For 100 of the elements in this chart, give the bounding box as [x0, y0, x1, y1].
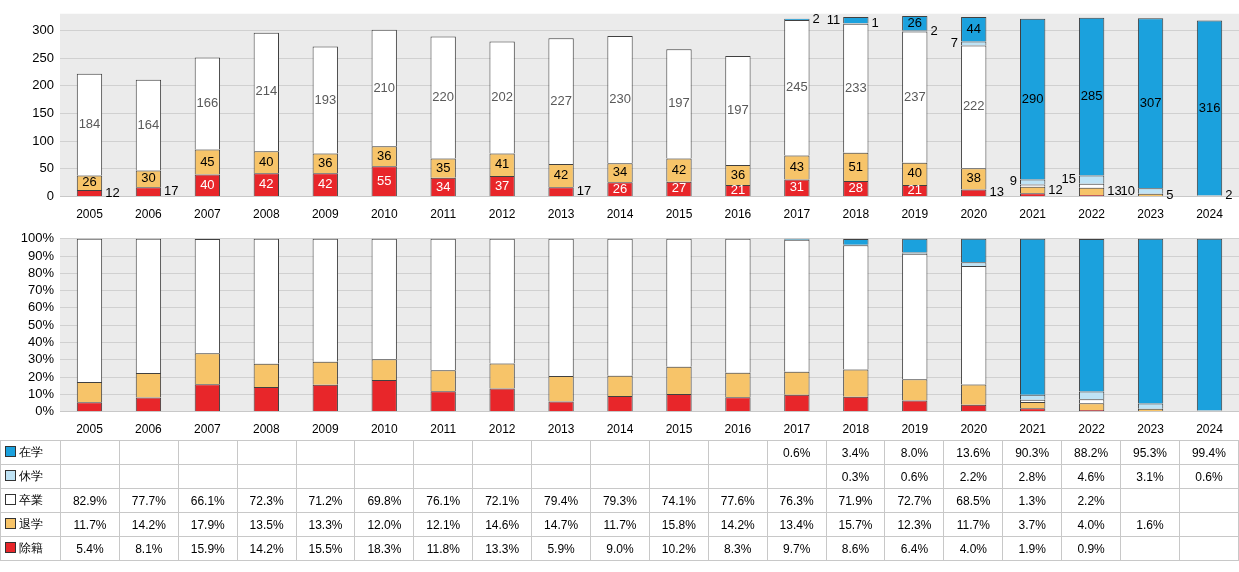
- data-label: 233: [844, 79, 867, 95]
- y-tick-label: 100: [32, 132, 54, 148]
- data-label: 12: [1048, 181, 1063, 197]
- y-tick-label: 30%: [27, 351, 55, 367]
- data-label: 3.1%: [1120, 464, 1180, 489]
- data-label: 42: [318, 176, 333, 192]
- x-tick-label: 2022: [1078, 207, 1106, 222]
- data-label: 35: [435, 159, 451, 175]
- data-label: 71.9%: [826, 488, 885, 513]
- data-label: 37: [494, 177, 510, 193]
- y-tick-label: 50%: [27, 316, 55, 332]
- data-label: 95.3%: [1120, 440, 1180, 465]
- y-tick-label: 50: [39, 160, 54, 176]
- data-label: 12.3%: [884, 512, 944, 537]
- x-tick-label: 2023: [1137, 207, 1165, 222]
- data-label: 36: [376, 147, 392, 163]
- data-label: 79.3%: [590, 488, 650, 513]
- data-label: 230: [609, 91, 631, 107]
- y-tick-label: 150: [32, 105, 54, 121]
- data-label: 13.3%: [472, 536, 532, 561]
- x-tick-label: 2018: [842, 207, 870, 222]
- data-label: 1.6%: [1120, 512, 1180, 537]
- x-tick-label: 2006: [135, 422, 163, 437]
- x-tick-label: 2019: [901, 422, 929, 437]
- data-label: 15.7%: [826, 512, 885, 537]
- data-label: 17.9%: [178, 512, 238, 537]
- data-label: 55: [376, 172, 392, 188]
- data-label: 12.1%: [413, 512, 473, 537]
- y-tick-label: 0: [46, 188, 54, 204]
- legend-label: 退学: [0, 512, 61, 537]
- x-tick-label: 2014: [606, 207, 634, 222]
- data-label: 15.9%: [178, 536, 238, 561]
- x-tick-label: 2010: [370, 207, 398, 222]
- data-label: 51: [848, 158, 864, 174]
- data-label: 193: [314, 91, 337, 107]
- x-tick-label: 2021: [1019, 422, 1047, 437]
- data-label: 10.2%: [649, 536, 709, 561]
- data-label: 13: [989, 184, 1004, 200]
- data-label: 26: [82, 174, 97, 190]
- data-label: 2.2%: [943, 464, 1003, 489]
- data-label: 74.1%: [649, 488, 709, 513]
- data-label: 72.1%: [472, 488, 532, 513]
- data-label: 220: [432, 89, 455, 105]
- data-label: 38: [966, 170, 981, 186]
- data-label: 36: [730, 166, 746, 182]
- y-tick-label: 40%: [27, 334, 55, 350]
- data-label: 14.7%: [531, 512, 591, 537]
- x-tick-label: 2024: [1196, 207, 1224, 222]
- data-label: 45: [200, 153, 215, 169]
- data-label: 14.2%: [708, 512, 768, 537]
- y-tick-label: 60%: [27, 299, 55, 315]
- data-label: 40: [907, 165, 923, 181]
- data-label: 18.3%: [354, 536, 414, 561]
- data-label: 202: [491, 89, 513, 105]
- data-label: 13.3%: [296, 512, 355, 537]
- x-tick-label: 2022: [1078, 422, 1106, 437]
- x-tick-label: 2024: [1196, 422, 1224, 437]
- x-tick-label: 2011: [430, 207, 457, 222]
- x-tick-label: 2015: [665, 422, 693, 437]
- data-label: 285: [1080, 88, 1103, 104]
- data-label: 69.8%: [354, 488, 414, 513]
- x-tick-label: 2016: [724, 422, 752, 437]
- data-label: 72.3%: [237, 488, 297, 513]
- data-label: 1.3%: [1002, 488, 1062, 513]
- x-tick-label: 2007: [194, 422, 222, 437]
- data-label: 4.0%: [1061, 512, 1121, 537]
- y-tick-label: 300: [32, 22, 54, 37]
- x-tick-label: 2013: [547, 207, 575, 222]
- x-tick-label: 2005: [76, 422, 104, 437]
- data-label: 11.7%: [60, 512, 120, 537]
- x-tick-label: 2023: [1137, 422, 1165, 437]
- data-label: 40: [259, 153, 274, 169]
- data-label: 79.4%: [531, 488, 591, 513]
- data-label: 2: [930, 22, 938, 38]
- data-label: 15.5%: [296, 536, 355, 561]
- data-label: 237: [903, 88, 926, 104]
- data-label: 13: [1107, 182, 1122, 198]
- data-label: 7: [950, 35, 959, 51]
- x-tick-label: 2018: [842, 422, 870, 437]
- data-label: 82.9%: [60, 488, 120, 513]
- data-label: 9: [1009, 173, 1017, 189]
- data-label: 13.6%: [943, 440, 1003, 465]
- data-label: 42: [671, 161, 687, 177]
- data-label: 72.7%: [884, 488, 944, 513]
- data-label: 34: [612, 164, 628, 180]
- data-label: 41: [494, 156, 510, 172]
- data-label: 12: [105, 184, 120, 200]
- data-label: 9.7%: [767, 536, 827, 561]
- data-label: 66.1%: [178, 488, 238, 513]
- x-tick-label: 2019: [901, 207, 929, 222]
- data-label: 71.2%: [296, 488, 355, 513]
- data-label: 40: [200, 176, 215, 192]
- x-tick-label: 2007: [194, 207, 222, 222]
- data-label: 2: [812, 10, 820, 26]
- data-label: 0.3%: [826, 464, 885, 489]
- x-tick-label: 2013: [547, 422, 575, 437]
- data-label: 8.3%: [708, 536, 768, 561]
- data-label: 15: [1061, 171, 1076, 187]
- data-label: 4.6%: [1061, 464, 1121, 489]
- x-tick-label: 2016: [724, 207, 752, 222]
